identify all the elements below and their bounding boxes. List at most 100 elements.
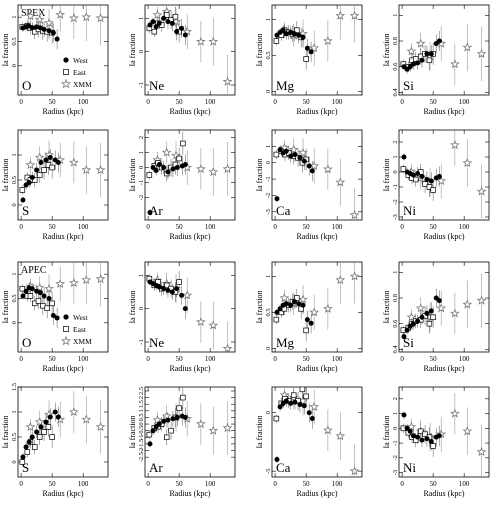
west-point xyxy=(179,25,185,31)
xmm-point xyxy=(81,164,92,175)
west-point xyxy=(304,45,310,51)
xmm-point xyxy=(323,303,333,313)
y-tick-label: -1 xyxy=(265,176,272,181)
x-tick-label: 50 xyxy=(176,223,184,231)
y-tick-label: 0 xyxy=(11,321,18,324)
west-point xyxy=(296,32,302,38)
east-point xyxy=(176,279,182,285)
x-tick-label: 100 xyxy=(332,355,343,363)
plot-frame xyxy=(17,129,109,221)
east-point xyxy=(290,392,297,398)
west-point xyxy=(308,49,314,55)
x-axis-label: Radius (kpc) xyxy=(42,489,83,498)
xmm-point xyxy=(55,9,66,19)
y-tick-label: -1.5 xyxy=(138,439,145,449)
y-tick-label: -1 xyxy=(392,440,399,445)
west-point xyxy=(283,148,289,154)
west-point xyxy=(165,287,171,293)
west-point xyxy=(309,168,315,174)
x-tick-label: 0 xyxy=(19,355,23,363)
west-point xyxy=(300,302,306,308)
west-point xyxy=(37,290,43,296)
y-axis-label: Ia fraction xyxy=(1,290,10,323)
x-tick-label: 0 xyxy=(400,480,404,488)
xmm-point xyxy=(335,430,346,441)
xmm-point xyxy=(161,410,172,421)
y-axis-label: Ia fraction xyxy=(255,415,264,448)
west-point xyxy=(55,414,61,420)
panel-spex-o: 0 50 100 0 0.5 1 Radius (kpc) Ia fraction O SPEX W… xyxy=(1,4,109,116)
west-point xyxy=(165,169,171,175)
panel-apec-s: 0 50 100 0 0.5 1 1.5 Radius (kpc) Ia fraction S xyxy=(1,383,109,498)
west-point xyxy=(415,434,421,440)
x-tick-label: 0 xyxy=(19,223,23,231)
x-tick-label: 100 xyxy=(459,355,470,363)
xmm-point xyxy=(462,426,473,436)
west-point xyxy=(182,306,188,312)
xmm-point xyxy=(152,414,163,425)
west-point xyxy=(308,320,314,326)
x-tick-label: 50 xyxy=(303,480,311,488)
data-layer xyxy=(400,273,487,341)
east-point xyxy=(44,305,50,311)
y-tick-label: 0.6 xyxy=(392,319,399,328)
west-point xyxy=(52,409,58,415)
west-point xyxy=(424,51,430,57)
xmm-point xyxy=(25,421,36,432)
y-tick-label: 2.5 xyxy=(138,387,145,395)
west-point xyxy=(301,158,307,164)
data-layer xyxy=(400,392,487,477)
xmm-point xyxy=(349,271,360,281)
west-point xyxy=(300,34,306,40)
east-point xyxy=(36,434,43,440)
west-point xyxy=(50,313,56,319)
x-axis-label: Radius (kpc) xyxy=(42,364,83,373)
xmm-point xyxy=(323,424,333,435)
west-point xyxy=(304,317,310,323)
xmm-point xyxy=(323,164,333,174)
data-layer xyxy=(19,391,106,467)
west-point xyxy=(274,309,280,315)
west-point xyxy=(410,61,416,67)
west-point xyxy=(296,301,302,307)
west-point xyxy=(419,57,425,63)
y-tick-label: 1.5 xyxy=(11,383,18,391)
plot-frame xyxy=(398,4,490,96)
xmm-point xyxy=(450,58,460,69)
west-point xyxy=(34,167,40,173)
data-layer xyxy=(400,130,487,219)
east-point xyxy=(426,57,433,64)
plot-frame xyxy=(17,386,109,478)
west-point xyxy=(156,20,162,26)
west-point xyxy=(174,286,180,292)
west-point xyxy=(150,19,156,25)
xmm-point xyxy=(34,14,45,24)
west-point xyxy=(170,166,176,172)
west-point xyxy=(23,288,29,294)
x-tick-label: 50 xyxy=(303,355,311,363)
xmm-point xyxy=(298,147,308,157)
west-point xyxy=(165,19,171,25)
west-point xyxy=(301,403,307,409)
east-point xyxy=(163,12,170,18)
y-tick-label: 0 xyxy=(265,161,272,164)
element-label: Ni xyxy=(403,460,416,475)
plot-frame xyxy=(17,261,109,353)
x-tick-label: 100 xyxy=(205,98,216,106)
xmm-point xyxy=(95,12,106,23)
x-tick-label: 0 xyxy=(146,480,150,488)
east-point xyxy=(49,164,55,171)
west-point xyxy=(436,38,442,44)
east-point xyxy=(163,282,170,289)
west-point xyxy=(41,26,47,32)
y-tick-label: 1 xyxy=(11,410,18,413)
east-point xyxy=(180,140,186,147)
data-layer xyxy=(19,262,106,329)
plot-frame xyxy=(17,4,109,96)
west-point xyxy=(161,418,167,424)
y-tick-label: -2 xyxy=(265,193,272,198)
x-axis-label: Radius (kpc) xyxy=(296,232,337,241)
xmm-point xyxy=(196,36,206,46)
west-point xyxy=(174,165,180,170)
